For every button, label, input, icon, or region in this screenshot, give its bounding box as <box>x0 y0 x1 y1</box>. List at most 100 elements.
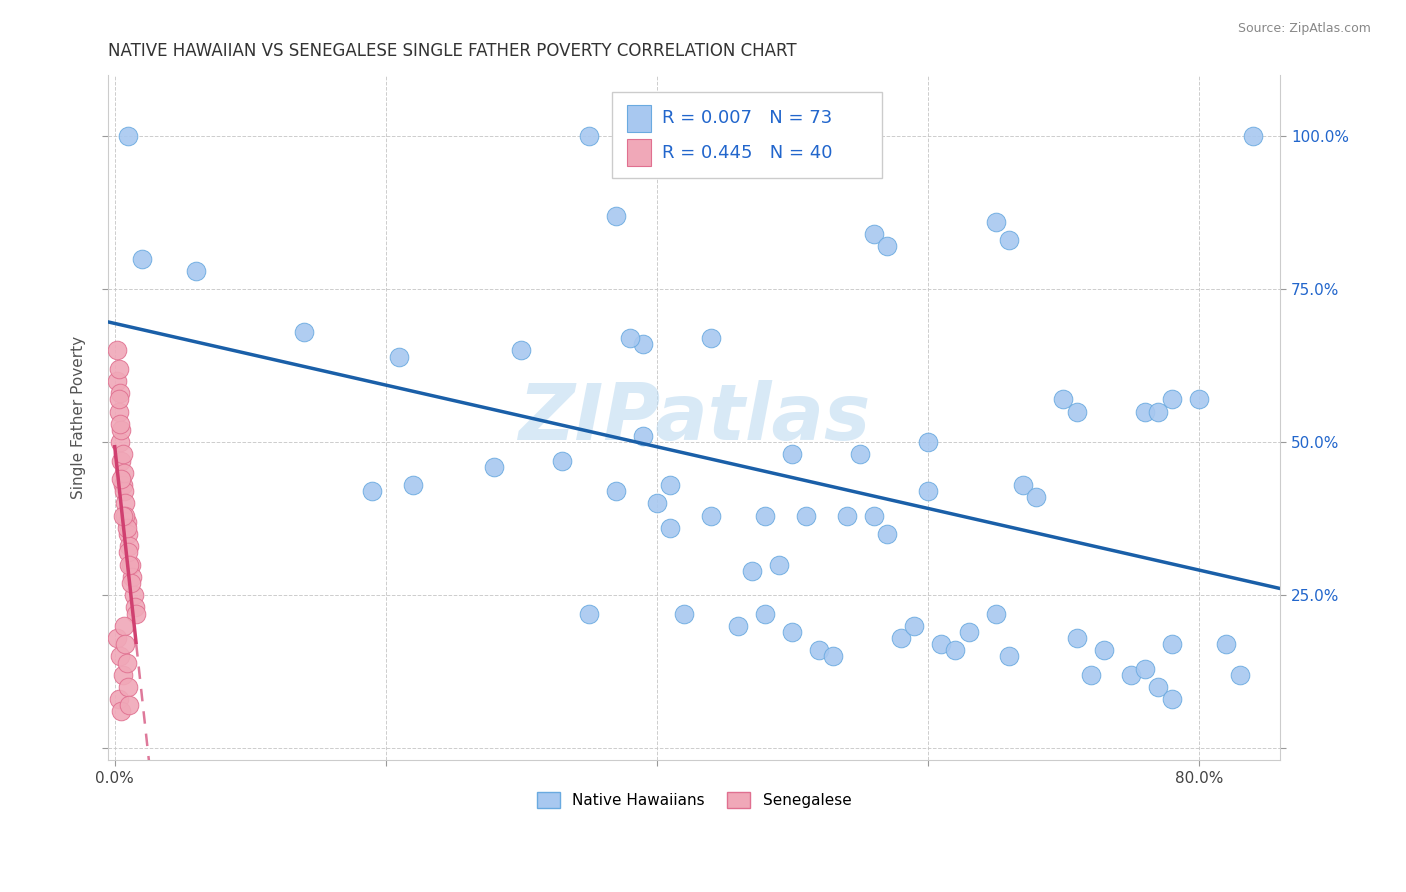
Point <box>849 448 872 462</box>
Point <box>108 649 131 664</box>
Point <box>782 624 804 639</box>
Point <box>1188 392 1211 407</box>
Point <box>402 478 425 492</box>
Point <box>107 362 129 376</box>
Point <box>890 631 912 645</box>
Point <box>292 325 315 339</box>
Point <box>112 484 135 499</box>
Point <box>510 343 533 358</box>
Point <box>108 386 131 401</box>
Point <box>122 588 145 602</box>
Point <box>862 508 884 523</box>
Point <box>551 453 574 467</box>
Point <box>111 667 134 681</box>
Point <box>768 558 790 572</box>
Point <box>388 350 411 364</box>
Point <box>957 624 980 639</box>
Point <box>903 619 925 633</box>
Point <box>120 558 142 572</box>
Point <box>1133 662 1156 676</box>
Point <box>700 331 723 345</box>
Point <box>876 527 898 541</box>
Point <box>114 637 136 651</box>
FancyBboxPatch shape <box>627 104 651 132</box>
Point <box>1052 392 1074 407</box>
Point <box>117 545 139 559</box>
Point <box>821 649 844 664</box>
Point <box>659 521 682 535</box>
Point <box>115 521 138 535</box>
Point <box>110 705 132 719</box>
Text: NATIVE HAWAIIAN VS SENEGALESE SINGLE FATHER POVERTY CORRELATION CHART: NATIVE HAWAIIAN VS SENEGALESE SINGLE FAT… <box>108 42 796 60</box>
Point <box>131 252 153 266</box>
Point <box>1011 478 1033 492</box>
Point <box>118 558 141 572</box>
Point <box>1147 680 1170 694</box>
Point <box>107 405 129 419</box>
Point <box>578 129 600 144</box>
Point <box>111 448 134 462</box>
Point <box>1161 392 1184 407</box>
Point <box>1229 667 1251 681</box>
Point <box>782 448 804 462</box>
Point <box>727 619 749 633</box>
Y-axis label: Single Father Poverty: Single Father Poverty <box>72 336 86 500</box>
Point <box>754 607 776 621</box>
Point <box>1215 637 1237 651</box>
Text: ZIPatlas: ZIPatlas <box>517 380 870 456</box>
Point <box>633 429 655 443</box>
Point <box>984 607 1007 621</box>
Point <box>1066 405 1088 419</box>
Point <box>105 343 128 358</box>
Point <box>700 508 723 523</box>
Text: R = 0.445   N = 40: R = 0.445 N = 40 <box>662 144 832 161</box>
Point <box>110 423 132 437</box>
Point <box>118 698 141 713</box>
Point <box>741 564 763 578</box>
Point <box>984 215 1007 229</box>
Point <box>108 435 131 450</box>
Point <box>117 527 139 541</box>
Point <box>105 374 128 388</box>
Point <box>1121 667 1143 681</box>
Point <box>120 576 142 591</box>
Point <box>931 637 953 651</box>
Point <box>114 508 136 523</box>
Point <box>605 209 627 223</box>
Text: Source: ZipAtlas.com: Source: ZipAtlas.com <box>1237 22 1371 36</box>
Point <box>1066 631 1088 645</box>
Point <box>115 656 138 670</box>
FancyBboxPatch shape <box>627 139 651 166</box>
Point <box>633 337 655 351</box>
Point <box>115 515 138 529</box>
Point <box>645 496 668 510</box>
Point <box>184 264 207 278</box>
Point <box>794 508 817 523</box>
Point <box>107 692 129 706</box>
Point <box>114 496 136 510</box>
Point <box>111 478 134 492</box>
Point <box>917 435 939 450</box>
Point <box>110 472 132 486</box>
Point <box>117 129 139 144</box>
Point <box>117 680 139 694</box>
Point <box>105 631 128 645</box>
Point <box>107 392 129 407</box>
Point <box>1161 637 1184 651</box>
Point <box>1133 405 1156 419</box>
Point <box>1080 667 1102 681</box>
Point <box>110 453 132 467</box>
Point <box>111 508 134 523</box>
Point <box>125 607 148 621</box>
Point <box>754 508 776 523</box>
Point <box>578 607 600 621</box>
Point <box>124 600 146 615</box>
Point <box>108 417 131 431</box>
Point <box>943 643 966 657</box>
Text: R = 0.007   N = 73: R = 0.007 N = 73 <box>662 110 832 128</box>
FancyBboxPatch shape <box>612 93 882 178</box>
Point <box>1092 643 1115 657</box>
Point <box>121 570 143 584</box>
Point <box>1025 491 1047 505</box>
Point <box>482 459 505 474</box>
